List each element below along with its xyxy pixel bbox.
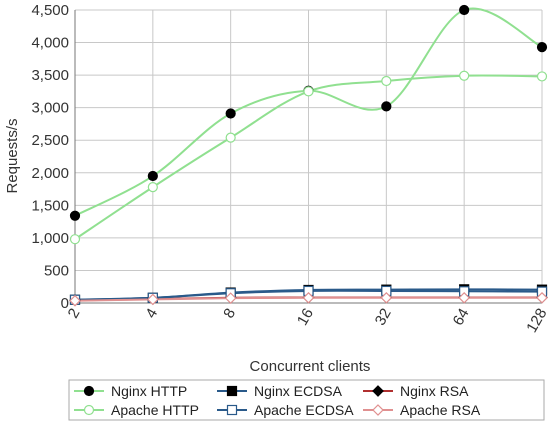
data-point-apache-http [459, 70, 470, 81]
x-tick-label: 8 [220, 306, 239, 322]
legend-box [68, 379, 545, 421]
y-tick-label: 2,000 [31, 165, 69, 182]
data-point-apache-rsa [146, 293, 159, 306]
data-point-nginx-http [459, 4, 470, 16]
data-point-apache-rsa [458, 291, 471, 304]
data-point-apache-http [225, 132, 236, 143]
tick-labels: 0 500 1,000 1,500 2,000 2,500 3,000 3,500 4,000 4… [31, 2, 550, 336]
y-tick-label: 3,500 [31, 67, 69, 84]
y-tick-label: 1,000 [31, 230, 69, 247]
y-tick-label: 2,500 [31, 132, 69, 149]
data-point-apache-http [69, 234, 81, 245]
x-tick-label: 128 [523, 306, 550, 336]
x-tick-label: 2 [65, 306, 84, 322]
legend-label-nginx-http: Nginx HTTP [111, 383, 187, 399]
data-point-apache-rsa [224, 292, 237, 304]
x-tick-label: 64 [450, 306, 473, 329]
legend-label-apache-rsa: Apache RSA [400, 402, 481, 418]
y-tick-label: 1,500 [31, 197, 69, 214]
legend-swatch-marker-nginx-rsa [372, 385, 384, 397]
legend-label-nginx-rsa: Nginx RSA [400, 383, 469, 399]
legend: Nginx HTTP Nginx ECDSA Nginx RSA Apache HTT… [68, 379, 545, 421]
data-point-apache-http [536, 71, 548, 82]
y-tick-label: 0 [61, 295, 69, 312]
data-point-nginx-http [381, 101, 392, 112]
legend-label-nginx-ecdsa: Nginx ECDSA [254, 383, 343, 399]
legend-swatch-marker-nginx-http [83, 385, 95, 397]
x-tick-label: 32 [372, 306, 395, 329]
legend-label-apache-ecdsa: Apache ECDSA [254, 402, 354, 418]
grid [74, 9, 543, 304]
data-point-apache-http [381, 75, 392, 87]
data-point-apache-rsa [69, 294, 81, 307]
x-axis-title: Concurrent clients [250, 358, 371, 375]
legend-swatch-marker-apache-rsa [372, 404, 384, 416]
data-point-apache-http [303, 86, 314, 97]
data-point-nginx-http [69, 210, 81, 221]
data-point-nginx-http [536, 42, 548, 53]
data-point-apache-rsa [536, 291, 548, 304]
data-point-apache-rsa [380, 291, 393, 304]
data-point-nginx-http [147, 170, 158, 182]
data-point-nginx-http [225, 108, 236, 119]
legend-swatch-marker-apache-ecdsa [226, 404, 238, 416]
y-tick-label: 4,000 [31, 35, 69, 52]
y-axis-title: Requests/s [4, 118, 21, 193]
series-markers [69, 4, 548, 307]
legend-swatch-marker-nginx-ecdsa [226, 385, 238, 397]
data-point-apache-rsa [302, 291, 315, 304]
x-tick-label: 4 [142, 306, 161, 322]
y-tick-label: 3,000 [31, 100, 69, 117]
legend-swatch-marker-apache-http [83, 404, 95, 416]
y-tick-label: 4,500 [31, 2, 69, 19]
x-tick-label: 16 [294, 306, 317, 329]
y-tick-label: 500 [44, 262, 69, 279]
legend-label-apache-http: Apache HTTP [111, 402, 199, 418]
data-point-apache-http [147, 182, 158, 193]
